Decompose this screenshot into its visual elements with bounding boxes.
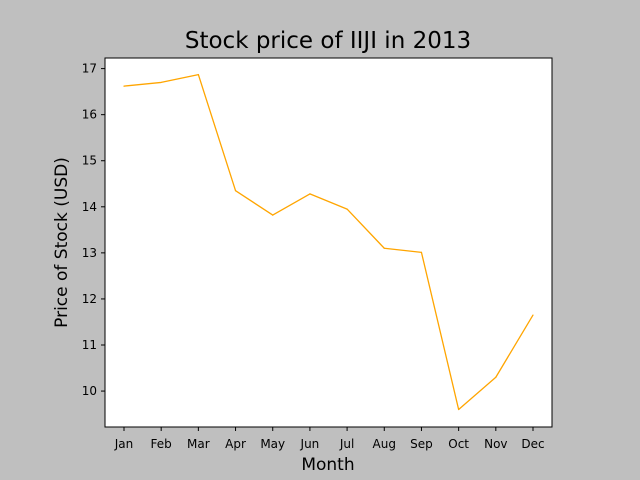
x-tick-label: Oct [448, 437, 469, 451]
data-point [495, 376, 497, 378]
x-tick-label: Nov [484, 437, 507, 451]
x-tick-label: Sep [410, 437, 433, 451]
data-point [123, 85, 125, 87]
data-point [383, 247, 385, 249]
x-tick-label: Jan [114, 437, 134, 451]
y-tick-label: 13 [82, 246, 97, 260]
y-tick-label: 10 [82, 384, 97, 398]
data-point [234, 190, 237, 192]
data-point [272, 214, 274, 216]
x-tick-label: Feb [151, 437, 172, 451]
x-tick-label: Aug [373, 437, 396, 451]
y-tick-label: 12 [82, 292, 97, 306]
y-axis-label: Price of Stock (USD) [52, 157, 72, 328]
data-point [532, 314, 534, 316]
y-axis-ticks: 10 11 12 13 14 15 16 17 [82, 62, 105, 398]
series-layer [123, 73, 534, 411]
x-tick-label: May [260, 437, 285, 451]
y-tick-label: 14 [82, 200, 97, 214]
x-axis-ticks: Jan Feb Mar Apr May Jun Jul Aug Sep Oct Nov Dec [114, 427, 545, 451]
data-point [420, 251, 423, 254]
x-tick-label: Jul [339, 437, 354, 451]
series-line [123, 73, 534, 411]
data-point [160, 81, 162, 84]
data-point [346, 208, 348, 210]
y-tick-label: 17 [82, 62, 97, 76]
plot-area [104, 57, 553, 428]
x-tick-label: Apr [225, 437, 246, 451]
y-tick-label: 16 [82, 108, 97, 122]
data-point [197, 73, 199, 76]
data-point [458, 408, 460, 411]
x-tick-label: Mar [187, 437, 210, 451]
y-tick-label: 15 [82, 154, 97, 168]
x-axis-label: Month [301, 455, 354, 475]
x-tick-label: Jun [300, 437, 320, 451]
x-tick-label: Dec [521, 437, 544, 451]
data-point [309, 193, 311, 195]
chart-title: Stock price of IIJI in 2013 [185, 28, 471, 54]
y-tick-label: 11 [82, 338, 97, 352]
